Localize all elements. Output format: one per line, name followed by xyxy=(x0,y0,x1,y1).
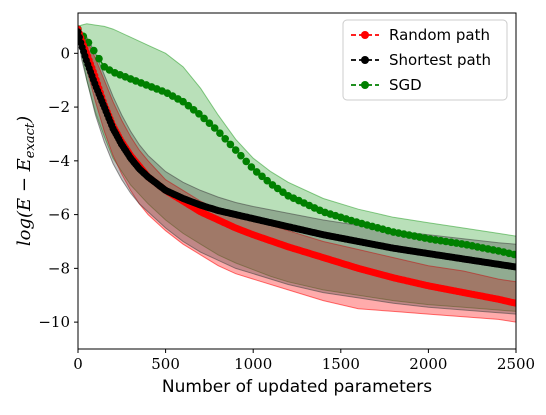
legend-swatch-marker xyxy=(361,81,369,89)
sgd-point xyxy=(189,106,198,114)
y-tick-label: −4 xyxy=(48,152,70,170)
sgd-point xyxy=(221,135,229,143)
sgd-point xyxy=(216,129,224,137)
sgd-point xyxy=(205,119,214,127)
sgd-point xyxy=(242,157,250,166)
y-axis: 0 −2 −4 −6 −8 −10 xyxy=(38,44,78,331)
legend-item-sgd: SGD xyxy=(351,76,422,94)
random-path-point xyxy=(511,299,516,307)
y-tick-label: 0 xyxy=(60,44,70,62)
x-tick-label: 2500 xyxy=(497,355,535,373)
legend-swatch-marker xyxy=(361,56,369,64)
sgd-point xyxy=(226,140,235,149)
shortest-path-point xyxy=(511,263,516,271)
shortest-path-point xyxy=(78,33,83,41)
y-axis-label: log(E − Eexact) xyxy=(14,116,38,246)
legend-item-shortest-path: Shortest path xyxy=(351,51,491,69)
x-tick-label: 1000 xyxy=(234,355,272,373)
series-lines xyxy=(78,25,516,307)
x-axis-label: Number of updated parameters xyxy=(162,377,432,397)
x-tick-label: 2000 xyxy=(409,355,447,373)
sgd-point xyxy=(90,46,98,55)
shortest-path-markers xyxy=(78,28,516,271)
sgd-point xyxy=(258,172,266,181)
sgd-point xyxy=(195,110,203,118)
sgd-point xyxy=(263,176,272,185)
sgd-point xyxy=(179,97,187,106)
x-axis: 0 500 1000 1500 2000 2500 xyxy=(73,349,535,373)
legend-label: Shortest path xyxy=(389,51,491,69)
x-tick-label: 0 xyxy=(73,355,83,373)
y-tick-label: −10 xyxy=(38,313,70,331)
shortest-path-point xyxy=(78,28,82,36)
sgd-point xyxy=(95,54,103,63)
legend-item-random-path: Random path xyxy=(351,26,490,44)
sgd-point xyxy=(510,250,516,259)
y-tick-label: −8 xyxy=(48,259,70,277)
shortest-path-band xyxy=(78,25,516,315)
legend-label: Random path xyxy=(389,26,490,44)
sgd-point xyxy=(252,168,261,176)
x-tick-label: 1500 xyxy=(322,355,360,373)
sgd-markers xyxy=(78,25,516,259)
y-tick-label: −6 xyxy=(48,206,70,224)
sgd-band xyxy=(78,23,516,312)
sgd-point xyxy=(247,163,256,171)
sgd-point xyxy=(200,114,208,123)
legend-swatch-marker xyxy=(361,31,369,39)
plot-frame xyxy=(77,12,517,350)
x-tick-label: 500 xyxy=(151,355,180,373)
legend: Random path Shortest path SGD xyxy=(342,19,508,101)
legend-label: SGD xyxy=(389,76,422,94)
sgd-point xyxy=(273,184,282,193)
sgd-point xyxy=(184,101,193,110)
sgd-point xyxy=(210,124,219,132)
legend-frame xyxy=(342,19,508,101)
sgd-point xyxy=(231,146,240,154)
sgd-point xyxy=(237,151,245,160)
y-tick-label: −2 xyxy=(48,98,70,116)
